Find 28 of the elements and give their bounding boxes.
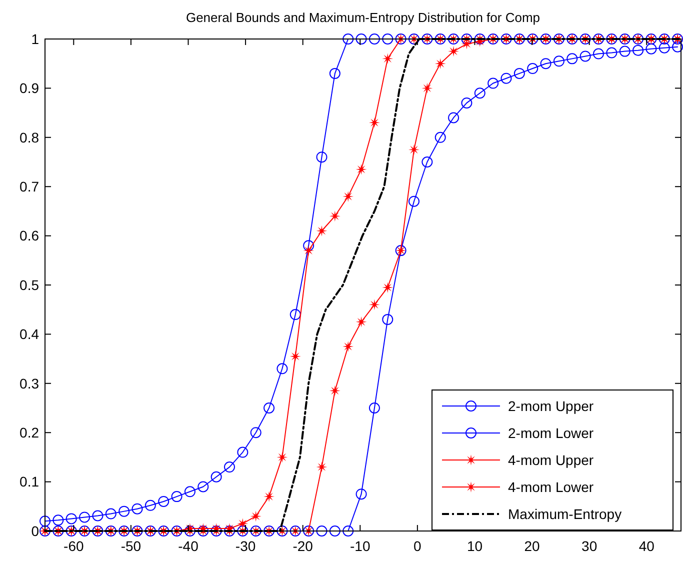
- y-tick-label: 1: [31, 30, 40, 47]
- x-tick-label: -50: [120, 538, 142, 554]
- legend-label: Maximum-Entropy: [508, 506, 622, 522]
- x-tick-label: 0: [414, 538, 422, 554]
- legend-label: 4-mom Upper: [508, 452, 594, 468]
- legend-label: 2-mom Lower: [508, 424, 594, 441]
- x-tick-label: 20: [524, 538, 540, 554]
- x-tick-label: 40: [638, 538, 655, 554]
- x-tick-label: -20: [292, 538, 314, 554]
- y-tick-label: 0.8: [20, 129, 40, 146]
- y-tick-label: 0.9: [20, 80, 40, 96]
- y-tick-label: 0.7: [20, 178, 40, 194]
- x-tick-label: -60: [64, 538, 84, 554]
- y-tick-label: 0.2: [20, 424, 40, 440]
- y-tick-label: 0.1: [20, 474, 40, 490]
- x-tick-label: 30: [582, 538, 598, 554]
- x-tick-label: -10: [350, 538, 370, 554]
- x-tick-label: -40: [178, 538, 199, 554]
- x-tick-label: 10: [466, 538, 483, 554]
- legend-label: 2-mom Upper: [508, 398, 594, 414]
- y-tick-label: 0.5: [20, 276, 40, 293]
- y-tick-label: 0.6: [20, 228, 40, 244]
- legend-label: 4-mom Lower: [508, 478, 594, 495]
- y-tick-label: 0.3: [20, 375, 40, 392]
- chart-title: General Bounds and Maximum-Entropy Distribution for Comp: [186, 10, 540, 25]
- y-tick-label: 0: [31, 522, 40, 539]
- y-tick-label: 0.4: [20, 326, 40, 342]
- x-tick-label: -30: [235, 538, 256, 554]
